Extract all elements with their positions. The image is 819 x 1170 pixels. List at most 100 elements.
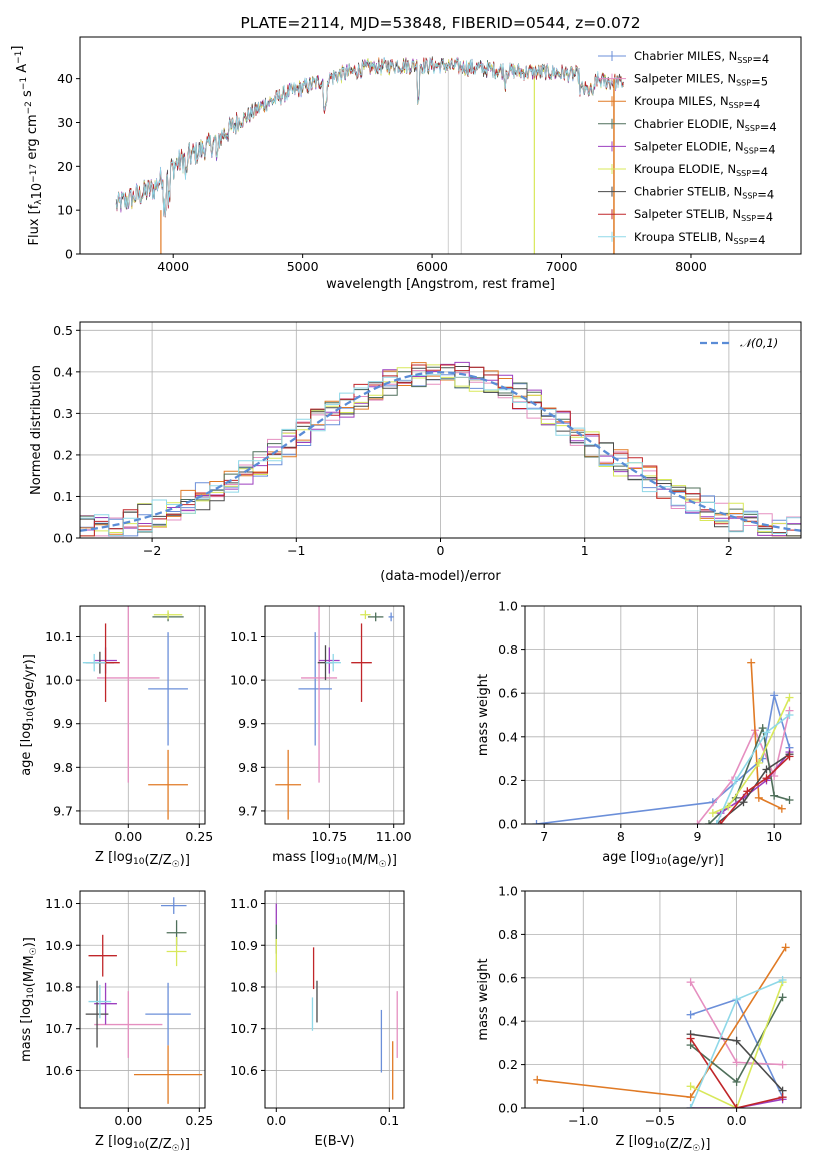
y-tick-label: 9.8 <box>238 760 258 775</box>
label-part: SSP <box>742 192 757 201</box>
y-tick-label: 20 <box>57 159 73 174</box>
label-part: Z [ <box>95 850 113 865</box>
mass-weight-lines <box>532 658 794 824</box>
x-tick-label: 1 <box>581 543 589 558</box>
x-tick-label: 6000 <box>416 259 448 274</box>
x-axis-label: Z [log10(Z/Z☉)] <box>616 1134 711 1154</box>
label-part: (age/yr)] <box>22 654 37 711</box>
x-tick-label: 7000 <box>546 259 578 274</box>
x-tick-label: 0.25 <box>185 829 213 844</box>
histograms <box>80 361 801 537</box>
y-tick-label: 0.0 <box>498 1101 518 1116</box>
spectrum-line-7 <box>115 57 624 217</box>
y-tick-label: 10.1 <box>230 629 258 644</box>
y-tick-label: 0 <box>65 247 73 262</box>
y-tick-label: 0.6 <box>498 686 518 701</box>
x-tick-label: 10.75 <box>311 829 347 844</box>
label-part: ☉ <box>172 1144 180 1154</box>
spectrum-line-5 <box>115 57 624 214</box>
label-part: ] <box>22 937 37 942</box>
x-tick-label: 10 <box>766 829 782 844</box>
y-tick-label: 0.4 <box>498 1014 518 1029</box>
x-tick-label: 0 <box>437 543 445 558</box>
label-part: log <box>113 850 133 865</box>
y-tick-label: 0.8 <box>498 927 518 942</box>
legend-label: 𝒩(0,1) <box>740 336 778 350</box>
y-tick-label: 0.8 <box>498 642 518 657</box>
label-part: ☉ <box>692 1144 700 1154</box>
label-part: ) <box>180 853 185 868</box>
label-part: SSP <box>744 146 759 155</box>
label-part: Z [ <box>616 1134 634 1149</box>
spectrum-line-8 <box>115 56 624 217</box>
label-part: −17 <box>29 164 39 183</box>
y-tick-label: 9.7 <box>238 803 258 818</box>
y-tick-label: 9.9 <box>53 716 73 731</box>
label-part: mass [ <box>19 1019 34 1062</box>
y-tick-label: 10.8 <box>45 979 73 994</box>
label-part: Z [ <box>95 1134 113 1149</box>
label-part: log <box>634 1134 654 1149</box>
y-tick-label: 9.7 <box>53 803 73 818</box>
legend-label: Kroupa STELIB, NSSP=4 <box>634 230 765 247</box>
y-tick-label: 10.1 <box>45 629 73 644</box>
label-part: SSP <box>745 124 760 133</box>
y-tick-label: 10.6 <box>230 1063 258 1078</box>
label-part: ) <box>180 1137 185 1152</box>
label-part: age [ <box>602 850 635 865</box>
spectrum-line-2 <box>115 57 624 217</box>
x-tick-label: 5000 <box>287 259 319 274</box>
label-part: mass weight <box>476 674 491 756</box>
label-sub: 10 <box>26 987 36 999</box>
label-sub: 10 <box>335 857 347 867</box>
label-part: Chabrier ELODIE, N <box>634 117 745 131</box>
label-part: ] <box>705 1137 710 1152</box>
label-part: (M/M <box>347 853 379 868</box>
y-tick-label: 10.7 <box>230 1021 258 1036</box>
mass-weight-series-5 <box>712 697 791 814</box>
y-tick-label: 9.9 <box>238 716 258 731</box>
x-axis-label: wavelength [Angstrom, rest frame] <box>326 277 555 292</box>
label-part: ☉ <box>379 860 387 870</box>
label-part: log <box>19 999 34 1019</box>
y-tick-label: 10.0 <box>45 673 73 688</box>
y-tick-label: 9.8 <box>53 760 73 775</box>
legend-label: Salpeter MILES, NSSP=5 <box>634 72 768 89</box>
label-part: Chabrier STELIB, N <box>634 185 742 199</box>
label-part: ] <box>392 853 397 868</box>
y-axis-label: mass weight <box>476 674 491 756</box>
label-part: (age/yr)] <box>667 853 724 868</box>
x-axis-label: Z [log10(Z/Z☉)] <box>95 850 190 870</box>
x-tick-label: 0.0 <box>266 1113 286 1128</box>
axes-frame <box>79 36 802 255</box>
spectrum-line-4 <box>115 57 624 216</box>
label-part: ) <box>700 1137 705 1152</box>
label-part: −2 <box>24 101 34 114</box>
y-tick-label: 11.0 <box>230 896 258 911</box>
y-tick-label: 11.0 <box>45 896 73 911</box>
mass-weight-series-7 <box>719 755 791 824</box>
label-part: (Z/Z <box>144 853 171 868</box>
x-tick-label: 2 <box>725 543 733 558</box>
legend-label: Chabrier MILES, NSSP=4 <box>634 49 769 66</box>
label-part: Salpeter MILES, N <box>634 72 736 86</box>
y-tick-label: 0.0 <box>498 817 518 832</box>
label-part: =4 <box>756 210 773 224</box>
y-tick-label: 1.0 <box>498 599 518 614</box>
x-tick-label: 11.00 <box>376 829 412 844</box>
spectrum-line-0 <box>115 57 624 217</box>
label-part: log <box>19 723 34 743</box>
legend-label: Salpeter STELIB, NSSP=4 <box>634 207 773 224</box>
chart-title: PLATE=2114, MJD=53848, FIBERID=0544, z=0… <box>240 14 640 32</box>
y-tick-label: 0.0 <box>53 531 73 546</box>
mass-weight-series-4 <box>690 1098 783 1108</box>
y-tick-label: 10.7 <box>45 1021 73 1036</box>
y-axis-label: mass weight <box>476 958 491 1040</box>
axes-frame <box>524 605 802 825</box>
label-part: wavelength [Angstrom, rest frame] <box>326 277 555 292</box>
label-part: (M/M <box>22 955 37 987</box>
y-tick-label: 0.4 <box>53 364 73 379</box>
x-tick-label: −2 <box>143 543 161 558</box>
label-sub: 10 <box>26 711 36 723</box>
